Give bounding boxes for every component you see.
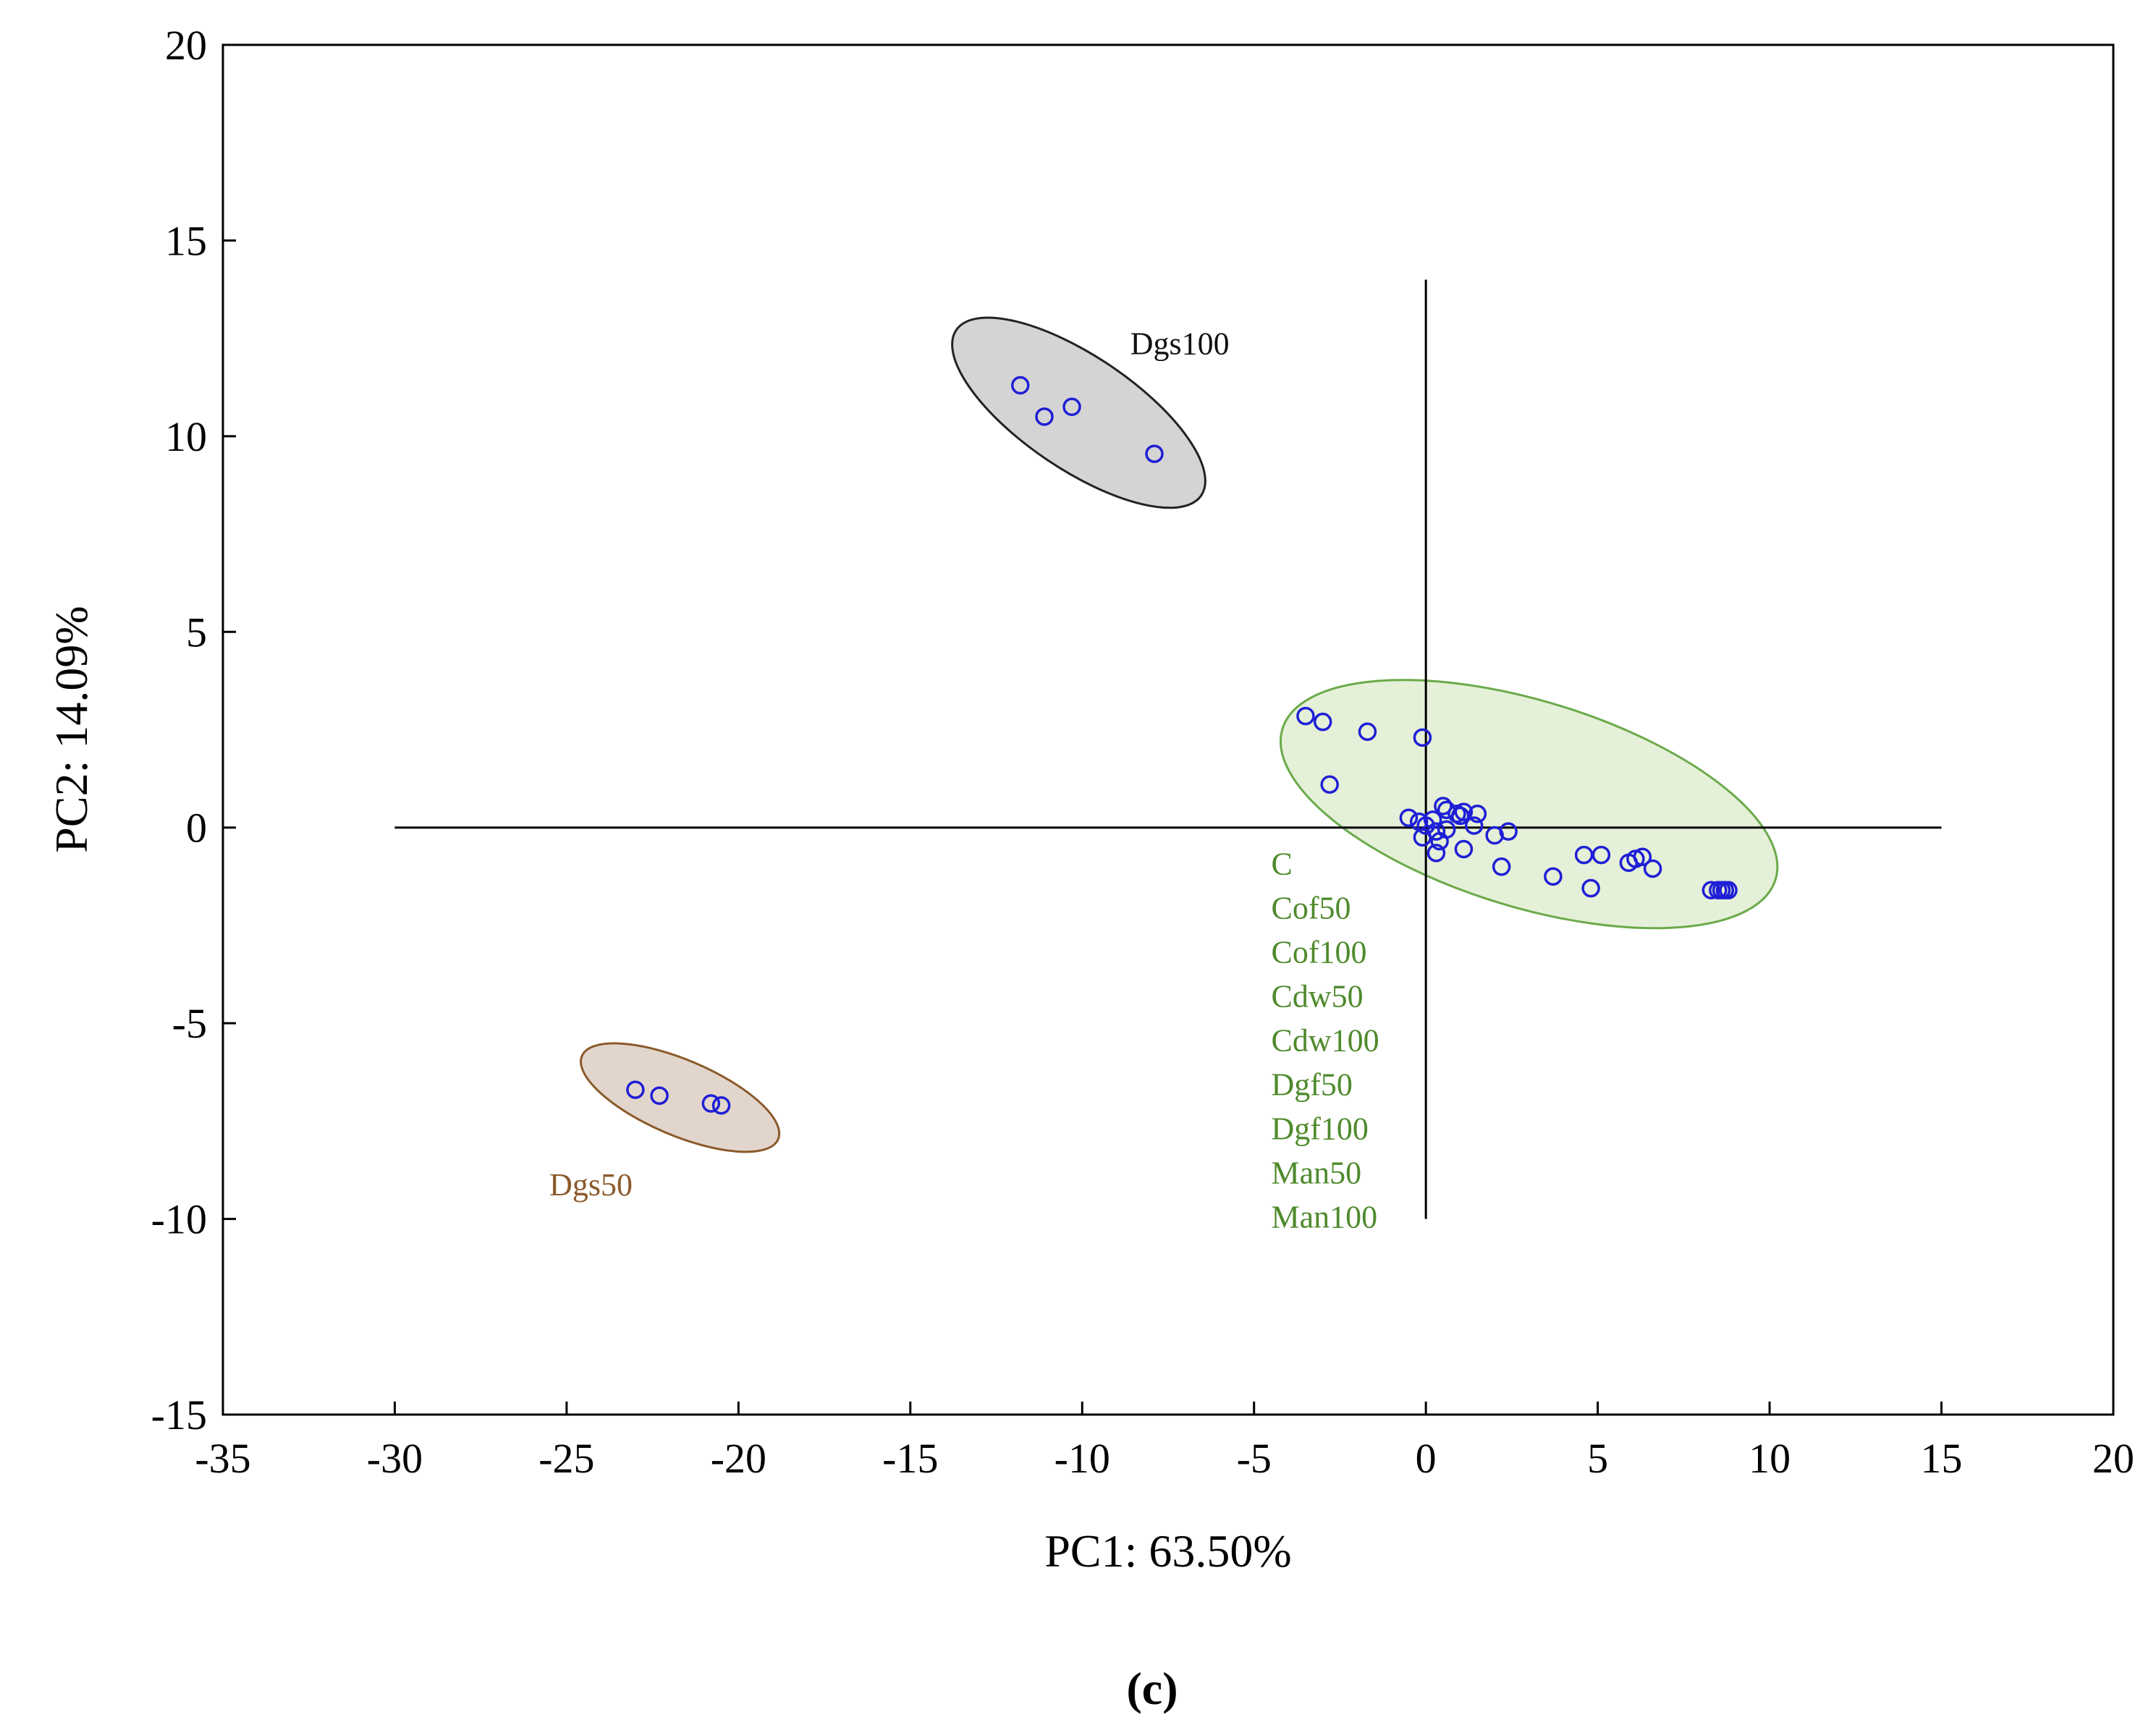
x-tick-label: 15 (1921, 1435, 1963, 1482)
x-tick-label: 0 (1416, 1435, 1437, 1482)
data-point (1434, 797, 1453, 815)
data-point (1492, 857, 1511, 876)
x-tick-label: 5 (1587, 1435, 1608, 1482)
group-label: Dgf50 (1271, 1067, 1352, 1103)
y-axis-ticks: -15 -10 -5 0 5 10 15 20 (151, 22, 236, 1438)
data-point (1719, 881, 1738, 900)
data-point (1544, 867, 1563, 886)
group-label: Dgs50 (549, 1167, 633, 1203)
data-point (701, 1094, 721, 1113)
x-tick-label: -25 (538, 1435, 594, 1482)
data-point (1464, 816, 1484, 835)
data-point (650, 1086, 669, 1105)
x-tick-label: -35 (195, 1435, 250, 1482)
data-point (1413, 728, 1432, 747)
group-label: Cdw100 (1271, 1023, 1379, 1059)
y-tick-label: 10 (165, 413, 207, 460)
data-point (1591, 845, 1611, 865)
data-point (1450, 806, 1470, 826)
x-tick-label: -30 (367, 1435, 423, 1482)
data-point (1399, 808, 1419, 827)
data-point (711, 1095, 731, 1115)
data-point (1296, 706, 1315, 726)
group-label: Cdw50 (1271, 979, 1363, 1014)
y-tick-label: -5 (172, 1000, 207, 1047)
data-point (1145, 444, 1164, 463)
data-point (1423, 810, 1442, 829)
data-point (1454, 802, 1474, 821)
data-point (1454, 839, 1474, 859)
data-point (1430, 831, 1449, 851)
data-point (1468, 805, 1487, 823)
group-label: Man100 (1271, 1200, 1377, 1235)
y-tick-label: 15 (165, 217, 207, 264)
x-tick-label: 10 (1749, 1435, 1791, 1482)
data-point (1413, 828, 1432, 847)
reference-lines (394, 279, 1942, 1219)
data-point (1035, 407, 1054, 426)
data-points (626, 376, 1738, 1115)
data-point (1062, 397, 1081, 417)
data-point (1358, 722, 1377, 741)
x-tick-label: -10 (1054, 1435, 1110, 1482)
data-point (1581, 878, 1600, 898)
x-tick-label: -15 (882, 1435, 938, 1482)
group-labels: Dgs100 Dgs50 C Cof50 Cof100 Cdw50 Cdw100 Dgf50 D… (549, 326, 1379, 1234)
x-axis-ticks: -35 -30 -25 -20 -15 -10 -5 0 5 10 15 20 (195, 1402, 2134, 1482)
y-axis-title: PC2: 14.09% (46, 606, 97, 852)
data-point (1426, 844, 1446, 862)
group-ellipses (580, 316, 1779, 1153)
data-point (626, 1080, 645, 1099)
x-tick-label: -5 (1237, 1435, 1272, 1482)
confidence-ellipse-1 (580, 1042, 781, 1153)
data-point (1011, 376, 1030, 395)
figure-caption: (c) (1126, 1663, 1178, 1714)
y-tick-label: -15 (151, 1391, 207, 1438)
group-label: Dgf100 (1271, 1111, 1368, 1147)
group-label: Cof50 (1271, 891, 1350, 926)
x-axis-title: PC1: 63.50% (1044, 1525, 1291, 1577)
confidence-ellipse-2 (1279, 679, 1779, 930)
y-tick-label: 0 (186, 805, 207, 852)
x-tick-label: 20 (2092, 1435, 2134, 1482)
group-label: Dgs100 (1130, 326, 1230, 361)
plot-frame (221, 43, 2115, 1416)
data-point (1313, 712, 1332, 732)
data-point (1320, 775, 1339, 794)
x-tick-label: -20 (711, 1435, 766, 1482)
data-point (1633, 847, 1652, 867)
y-tick-label: 20 (165, 22, 207, 69)
group-label: Cof100 (1271, 935, 1366, 970)
group-label: C (1271, 847, 1292, 882)
y-tick-label: 5 (186, 609, 207, 656)
data-point (1643, 859, 1662, 878)
y-tick-label: -10 (151, 1196, 207, 1243)
group-label: Man50 (1271, 1156, 1361, 1191)
data-point (1485, 826, 1504, 845)
